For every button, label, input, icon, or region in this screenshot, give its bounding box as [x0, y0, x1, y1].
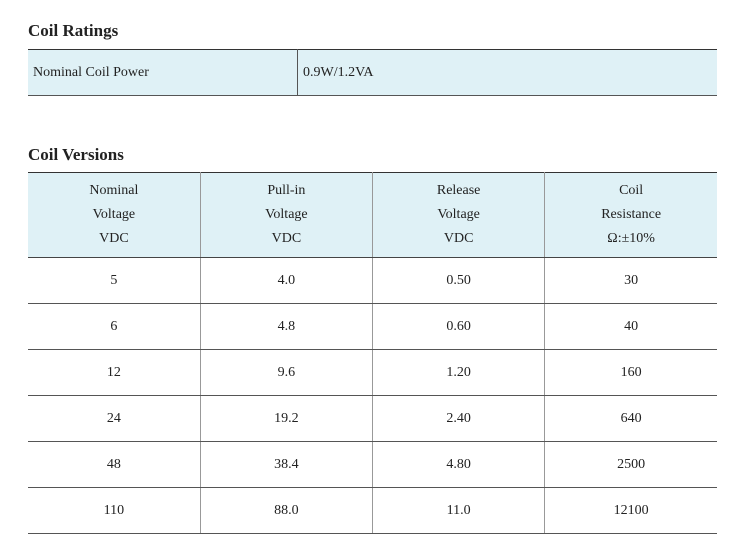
table-cell: 24 [28, 395, 201, 442]
table-cell: 5 [28, 257, 201, 304]
table-cell: 4.8 [199, 303, 373, 350]
header-cell: Pull-in Voltage VDC [199, 172, 373, 258]
header-cell: Nominal Voltage VDC [28, 172, 201, 258]
header-line: Pull-in [267, 183, 306, 198]
table-cell: 2.40 [371, 395, 545, 442]
section-title: Coil Versions [28, 145, 124, 164]
header-line: Ω:±10% [607, 231, 655, 246]
table-cell: 640 [544, 395, 717, 442]
header-line: Voltage [437, 207, 480, 222]
table-cell: 12100 [544, 487, 717, 534]
header-line: VDC [99, 231, 129, 246]
table-cell: 48 [28, 441, 201, 488]
table-cell: 0.60 [371, 303, 545, 350]
table-cell: 1.20 [371, 349, 545, 396]
versions-table: Nominal Voltage VDC Pull-in Voltage VDC Releas… [28, 172, 717, 534]
table-cell: 0.9W/1.2VA [297, 49, 717, 96]
table-cell: 6 [28, 303, 201, 350]
section-title: Coil Ratings [28, 21, 119, 40]
table-row: 12 9.6 1.20 160 [28, 349, 717, 396]
header-line: Release [436, 183, 481, 198]
table-cell: 38.4 [199, 441, 373, 488]
header-line: Nominal [89, 183, 139, 198]
table-row: Nominal Coil Power 0.9W/1.2VA [28, 49, 717, 96]
table-row: 110 88.0 11.0 12100 [28, 487, 717, 534]
header-cell: Release Voltage VDC [371, 172, 545, 258]
table-cell: 88.0 [199, 487, 373, 534]
table-cell: 0.50 [371, 257, 545, 304]
header-cell: Coil Resistance Ω:±10% [544, 172, 717, 258]
header-line: Voltage [265, 207, 308, 222]
table-cell: 110 [28, 487, 201, 534]
table-cell: 30 [544, 257, 717, 304]
ratings-table: Nominal Coil Power 0.9W/1.2VA [28, 49, 717, 96]
table-row: 24 19.2 2.40 640 [28, 395, 717, 442]
table-cell: 11.0 [371, 487, 545, 534]
table-row: 48 38.4 4.80 2500 [28, 441, 717, 488]
table-cell: 9.6 [199, 349, 373, 396]
header-line: VDC [443, 231, 474, 246]
table-row: 5 4.0 0.50 30 [28, 257, 717, 304]
table-cell: 4.0 [199, 257, 373, 304]
table-cell: 160 [544, 349, 717, 396]
header-line: Coil [619, 183, 644, 198]
table-cell: 4.80 [371, 441, 545, 488]
table-cell: 40 [544, 303, 717, 350]
table-cell: 12 [28, 349, 201, 396]
table-cell: 19.2 [199, 395, 373, 442]
table-cell: Nominal Coil Power [33, 64, 149, 80]
header-line: Voltage [92, 207, 136, 222]
header-line: VDC [271, 231, 302, 246]
header-line: Resistance [601, 207, 662, 222]
table-cell: 2500 [544, 441, 717, 488]
table-row: 6 4.8 0.60 40 [28, 303, 717, 350]
